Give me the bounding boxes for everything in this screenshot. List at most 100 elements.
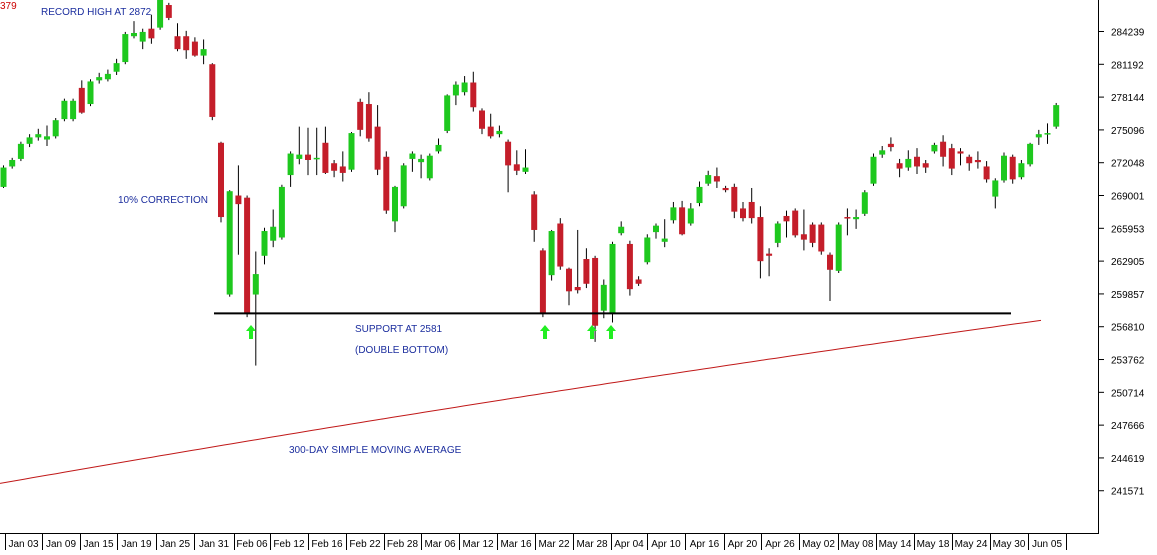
candle bbox=[200, 39, 207, 65]
candle-body bbox=[287, 153, 294, 176]
candle-body bbox=[348, 133, 355, 170]
candle bbox=[287, 151, 294, 187]
candle-body bbox=[792, 210, 799, 236]
x-tick-label: Jan 19 bbox=[121, 539, 151, 550]
candle bbox=[644, 234, 651, 265]
x-tick-label: Apr 20 bbox=[728, 539, 758, 550]
candle bbox=[870, 153, 877, 186]
support-annotation: SUPPORT AT 2581 bbox=[355, 324, 443, 335]
candle bbox=[792, 208, 799, 238]
candle-body bbox=[1044, 133, 1051, 135]
candle-body bbox=[1009, 156, 1016, 180]
candle bbox=[270, 209, 277, 248]
candle-body bbox=[426, 155, 433, 179]
candle bbox=[757, 206, 764, 279]
candle bbox=[331, 159, 338, 178]
candle-body bbox=[244, 197, 251, 314]
x-tick-label: Apr 04 bbox=[614, 539, 644, 550]
candle bbox=[479, 108, 485, 135]
candle bbox=[461, 76, 468, 96]
x-tick-label: Feb 16 bbox=[311, 539, 343, 550]
candle-body bbox=[966, 156, 973, 164]
candle-body bbox=[270, 226, 277, 241]
candle bbox=[122, 31, 129, 65]
candle bbox=[974, 151, 981, 169]
candle bbox=[426, 153, 433, 181]
candle-body bbox=[922, 163, 929, 168]
x-tick-label: May 08 bbox=[841, 539, 874, 550]
candle bbox=[174, 23, 181, 52]
candle bbox=[61, 98, 68, 122]
candle bbox=[696, 181, 703, 207]
candle bbox=[87, 79, 94, 107]
candle-body bbox=[566, 268, 572, 292]
candle bbox=[557, 218, 564, 270]
candle-body bbox=[235, 195, 242, 205]
candle-body bbox=[418, 158, 425, 163]
candle-body bbox=[879, 150, 886, 155]
y-tick-label: 253762 bbox=[1111, 356, 1145, 367]
candle bbox=[653, 223, 659, 239]
candle bbox=[113, 58, 120, 75]
candle bbox=[35, 128, 42, 141]
moving-average-annotation: 300-DAY SIMPLE MOVING AVERAGE bbox=[289, 445, 462, 456]
candle bbox=[818, 222, 825, 255]
candle-body bbox=[835, 224, 842, 271]
y-tick-label: 281192 bbox=[1111, 60, 1144, 71]
candle bbox=[357, 98, 364, 137]
candle-body bbox=[496, 130, 503, 135]
candle bbox=[209, 63, 216, 121]
candle-body bbox=[122, 34, 129, 63]
candle bbox=[800, 209, 807, 251]
candle-body bbox=[557, 223, 564, 267]
candle-body bbox=[104, 73, 111, 80]
candle bbox=[313, 127, 320, 176]
candle bbox=[435, 138, 442, 154]
y-tick-label: 269001 bbox=[1111, 192, 1145, 203]
candle-body bbox=[444, 95, 451, 131]
candle bbox=[522, 149, 529, 174]
candle-body bbox=[357, 101, 364, 130]
x-tick-label: Jan 15 bbox=[83, 539, 113, 550]
candle bbox=[1027, 142, 1034, 167]
candle bbox=[218, 141, 224, 223]
candle-body bbox=[87, 81, 94, 105]
candle-body bbox=[339, 166, 346, 173]
candle bbox=[766, 248, 773, 277]
candle-body bbox=[635, 279, 642, 284]
candle bbox=[96, 72, 103, 84]
candle-body bbox=[70, 100, 77, 120]
candle-body bbox=[905, 158, 912, 168]
candle-body bbox=[748, 201, 755, 219]
moving-average-line bbox=[0, 319, 1042, 484]
candle-body bbox=[661, 238, 668, 242]
candle-body bbox=[113, 63, 120, 72]
candle-body bbox=[296, 154, 303, 159]
candle bbox=[827, 252, 833, 301]
candle-body bbox=[452, 84, 459, 96]
candle-body bbox=[983, 166, 990, 180]
candle bbox=[305, 127, 311, 176]
candle-body bbox=[809, 224, 816, 243]
x-tick-label: Apr 10 bbox=[651, 539, 681, 550]
candle-body bbox=[896, 163, 903, 169]
candle-body bbox=[479, 110, 485, 129]
candle-body bbox=[609, 243, 616, 313]
candle bbox=[687, 203, 694, 226]
candle bbox=[713, 167, 720, 188]
candle bbox=[339, 151, 346, 182]
x-tick-label: May 24 bbox=[955, 539, 988, 550]
candle-body bbox=[191, 41, 198, 56]
x-tick-label: Jan 31 bbox=[199, 539, 229, 550]
candle-body bbox=[626, 243, 633, 290]
correction-annotation: 10% CORRECTION bbox=[118, 195, 208, 206]
arrows-group bbox=[246, 325, 616, 339]
candle-body bbox=[0, 167, 7, 187]
candle-body bbox=[644, 237, 651, 263]
candle-body bbox=[17, 143, 24, 159]
candle-body bbox=[157, 0, 164, 28]
candle-body bbox=[487, 126, 494, 137]
candle-body bbox=[392, 186, 398, 222]
record-high-annotation: RECORD HIGH AT 2872 bbox=[41, 7, 152, 18]
